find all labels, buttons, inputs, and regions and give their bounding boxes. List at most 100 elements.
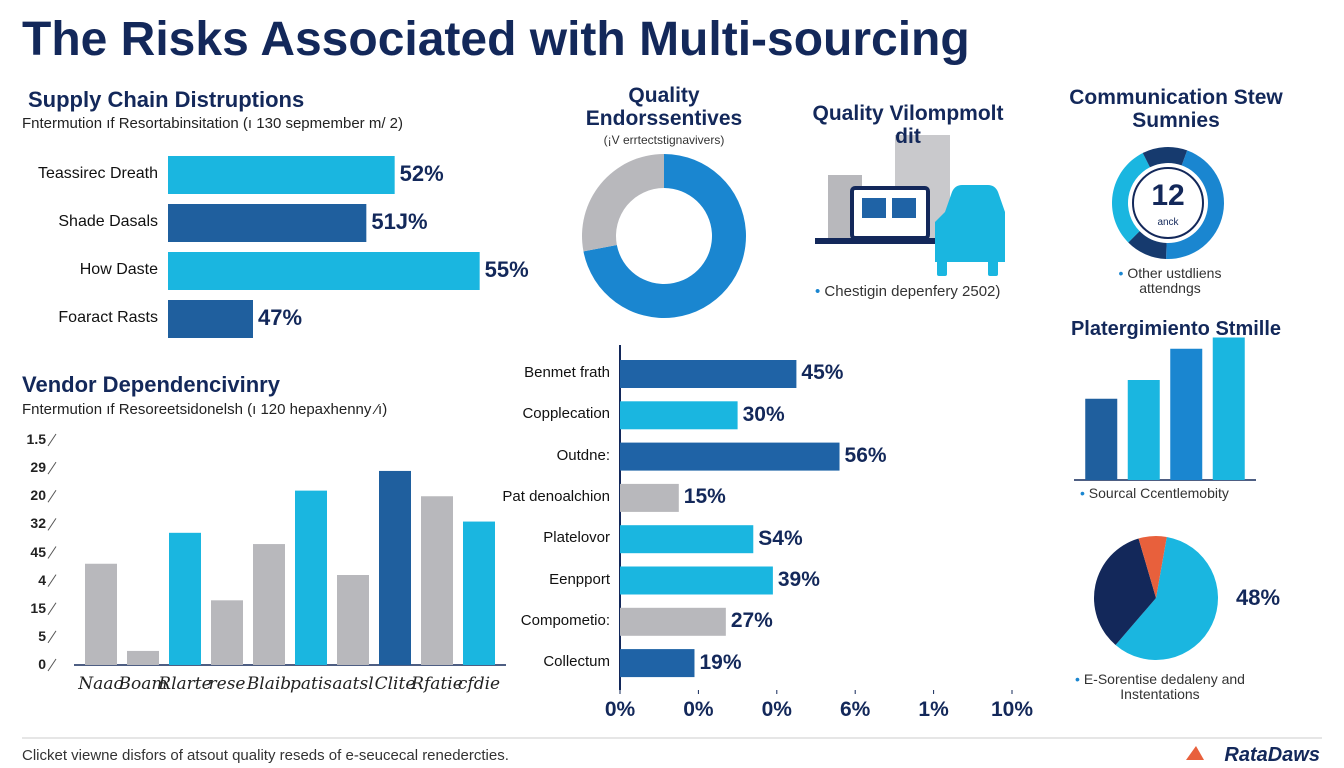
x-tick-label: Boam bbox=[118, 674, 168, 694]
value-label: 56% bbox=[844, 444, 887, 467]
wheel bbox=[937, 260, 947, 276]
x-tick-label: aatsl bbox=[332, 674, 374, 694]
bar bbox=[168, 300, 253, 338]
bar bbox=[211, 600, 243, 665]
bar bbox=[620, 401, 738, 430]
segment bbox=[583, 154, 746, 318]
x-tick-label: 0% bbox=[683, 698, 714, 721]
y-tick-label: 29 bbox=[30, 459, 46, 476]
chart-subtitle: (¡V errtectstignavivers) bbox=[603, 133, 725, 147]
bar bbox=[169, 532, 201, 665]
chart-title: Supply Chain Distruptions bbox=[28, 87, 305, 112]
y-tick-label: 32 bbox=[30, 515, 46, 532]
x-tick-label: patis bbox=[289, 674, 333, 694]
value-label: 45% bbox=[801, 361, 844, 385]
brand-icon bbox=[1186, 746, 1204, 760]
y-tick-label: 20 bbox=[30, 487, 46, 504]
bar bbox=[85, 563, 117, 665]
bar bbox=[253, 544, 285, 665]
tick-mark bbox=[47, 658, 57, 672]
illustration-note: Chestigin depenfery 2502) bbox=[815, 283, 1000, 301]
category-label: Benmet frath bbox=[524, 364, 610, 381]
category-label: How Daste bbox=[79, 261, 158, 279]
bar bbox=[620, 566, 773, 595]
bar bbox=[1127, 380, 1160, 480]
x-tick-label: 1% bbox=[918, 698, 949, 721]
x-tick-label: Naao bbox=[78, 674, 124, 694]
segment bbox=[582, 154, 664, 252]
chart-note: Other ustdliens attendngs bbox=[1090, 265, 1250, 297]
y-tick-label: 4 bbox=[38, 571, 46, 588]
chart-subtitle: Fntermution ıf Resortabinsitation (ı 130… bbox=[22, 115, 403, 132]
footer: Clicket viewne disfors of atsout quality… bbox=[22, 747, 509, 764]
laptop-base bbox=[815, 238, 940, 244]
category-label: Copplecation bbox=[522, 405, 610, 423]
chart-title: Vendor Dependencivinry bbox=[22, 372, 280, 397]
bar bbox=[620, 442, 840, 471]
category-label: Eenpport bbox=[549, 570, 610, 588]
category-label: Collectum bbox=[543, 653, 610, 671]
value-label: 55% bbox=[484, 256, 529, 282]
tick-mark bbox=[47, 461, 57, 475]
y-tick-label: 1.5 bbox=[26, 431, 46, 447]
value-label: 39% bbox=[777, 567, 820, 591]
bar bbox=[1212, 337, 1245, 480]
y-tick-label: 15 bbox=[30, 599, 46, 616]
chart-note: E-Sorentise dedaleny and Instentations bbox=[1060, 671, 1260, 703]
segment bbox=[1128, 231, 1167, 259]
segment bbox=[1112, 153, 1150, 243]
chart-title: Communication Stew Sumnies bbox=[1069, 86, 1283, 133]
value-label: 52% bbox=[399, 160, 444, 186]
center-value: 12 bbox=[1151, 179, 1185, 212]
segment bbox=[1166, 150, 1224, 259]
tick-mark bbox=[47, 602, 57, 616]
bar bbox=[620, 607, 726, 636]
brand: RataDaws bbox=[1224, 744, 1320, 766]
segment bbox=[1094, 538, 1156, 645]
screen bbox=[892, 198, 916, 218]
x-tick-label: 6% bbox=[840, 698, 871, 721]
chart-subtitle: Fntermution ıf Resoreetsidonelsh (ı 120 … bbox=[22, 401, 388, 418]
tick-mark bbox=[47, 433, 57, 447]
value-label: 47% bbox=[258, 304, 303, 330]
tick-mark bbox=[47, 489, 57, 503]
bar bbox=[1085, 398, 1118, 480]
value-label: S4% bbox=[758, 526, 803, 550]
segment bbox=[1115, 536, 1219, 660]
bar bbox=[168, 204, 367, 242]
illustration-title: Quality Vilompmolt dit bbox=[812, 102, 1004, 149]
y-tick-label: 45 bbox=[30, 543, 46, 560]
value-label: 19% bbox=[699, 650, 742, 674]
car bbox=[935, 185, 1005, 262]
wheel bbox=[988, 260, 998, 276]
center-label: anck bbox=[1157, 217, 1179, 228]
segment bbox=[1138, 536, 1167, 598]
bar bbox=[1170, 348, 1203, 480]
value-label: 30% bbox=[742, 402, 785, 426]
bar bbox=[421, 496, 453, 665]
x-tick-label: Blaib bbox=[246, 674, 292, 694]
page-title: The Risks Associated with Multi-sourcing bbox=[22, 13, 970, 66]
y-tick-label: 0 bbox=[38, 656, 46, 672]
bar bbox=[127, 650, 159, 665]
chart-title: Quality Endorssentives bbox=[585, 84, 743, 131]
bar bbox=[463, 521, 495, 665]
y-tick-label: 5 bbox=[38, 627, 46, 644]
category-label: Teassirec Dreath bbox=[37, 165, 158, 183]
category-label: Shade Dasals bbox=[58, 213, 158, 231]
x-tick-label: Clite bbox=[374, 674, 416, 694]
center-ring bbox=[1132, 167, 1204, 239]
tick-mark bbox=[47, 630, 57, 644]
segment bbox=[1142, 147, 1188, 168]
category-label: Outdne: bbox=[556, 446, 610, 464]
tick-mark bbox=[47, 574, 57, 587]
bar bbox=[620, 649, 695, 678]
bar bbox=[620, 525, 754, 554]
bar bbox=[337, 575, 369, 665]
chart-title: Platergimiento Stmille bbox=[1070, 318, 1282, 340]
category-label: Pat denoalchion bbox=[502, 487, 610, 505]
tick-mark bbox=[47, 518, 57, 531]
value-label: 15% bbox=[683, 485, 726, 509]
